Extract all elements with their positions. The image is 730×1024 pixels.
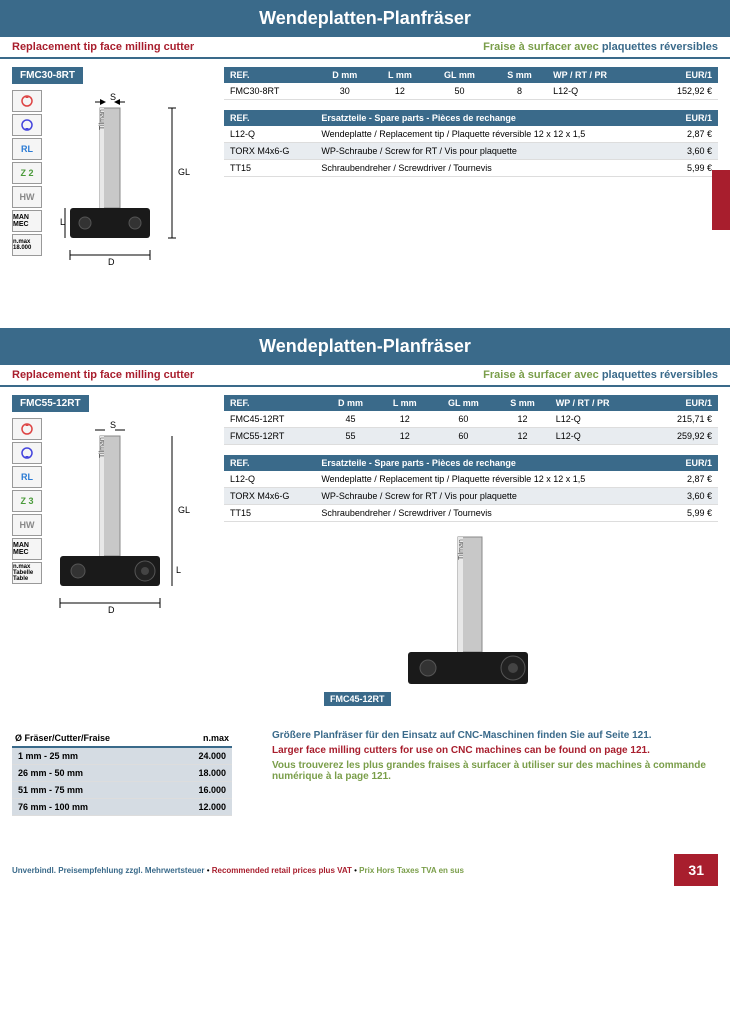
table-row: TORX M4x6-GWP-Schraube / Screw for RT / …	[224, 488, 718, 505]
table-row: L12-QWendeplatte / Replacement tip / Pla…	[224, 471, 718, 488]
table-row: TT15Schraubendreher / Screwdriver / Tour…	[224, 505, 718, 522]
tool-diagram-2: S Tilman GL L D	[50, 418, 190, 628]
table-row: FMC30-8RT3012508L12-Q152,92 €	[224, 83, 718, 100]
spec-rl: RL	[12, 138, 42, 160]
tool-diagram-1: S Tilman GL L D	[50, 90, 190, 280]
subtitle2-en: Replacement tip face milling cutter	[12, 369, 194, 381]
spec2-nmax: n.max Tabelle Table	[12, 562, 42, 584]
table-row: FMC55-12RT55126012L12-Q259,92 €	[224, 428, 718, 445]
spec-icons-1: RL Z 2 HW MAN MEC n.max 18.000	[12, 90, 42, 280]
page-number: 31	[674, 854, 718, 886]
svg-text:Tilman: Tilman	[99, 437, 106, 458]
note-en: Larger face milling cutters for use on C…	[272, 745, 718, 756]
rotation-icon-1	[12, 90, 42, 112]
svg-text:GL: GL	[178, 167, 190, 177]
notes: Größere Planfräser für den Einsatz auf C…	[272, 730, 718, 782]
table-row: TT15Schraubendreher / Screwdriver / Tour…	[224, 160, 718, 177]
section1-title: Wendeplatten-Planfräser	[0, 0, 730, 37]
rotation-icon-4	[12, 442, 42, 464]
spec2-hw: HW	[12, 514, 42, 536]
spare-table-2: REF. Ersatzteile - Spare parts - Pièces …	[224, 455, 718, 522]
spec-man: MAN MEC	[12, 210, 42, 232]
svg-text:L: L	[60, 217, 65, 227]
spec-nmax: n.max 18.000	[12, 234, 42, 256]
main-table-1: REF. D mm L mm GL mm S mm WP / RT / PR E…	[224, 67, 718, 100]
svg-text:GL: GL	[178, 505, 190, 515]
subtitle-en: Replacement tip face milling cutter	[12, 41, 194, 53]
product-badge: FMC30-8RT	[12, 67, 83, 84]
spec-z: Z 2	[12, 162, 42, 184]
svg-text:Tilman: Tilman	[458, 539, 465, 560]
svg-text:D: D	[108, 605, 115, 615]
subtitle-fr: Fraise à surfacer avec plaquettes révers…	[483, 41, 718, 53]
section2-subtitle: Replacement tip face milling cutter Frai…	[0, 365, 730, 387]
spec-icons-2: RL Z 3 HW MAN MEC n.max Tabelle Table	[12, 418, 42, 628]
side-tab	[712, 170, 730, 230]
section1-subtitle: Replacement tip face milling cutter Frai…	[0, 37, 730, 59]
subtitle2-fr: Fraise à surfacer avec plaquettes révers…	[483, 369, 718, 381]
spec2-z: Z 3	[12, 490, 42, 512]
table-row: L12-QWendeplatte / Replacement tip / Pla…	[224, 126, 718, 143]
rotation-icon-3	[12, 418, 42, 440]
svg-text:D: D	[108, 257, 115, 267]
section2-title: Wendeplatten-Planfräser	[0, 328, 730, 365]
svg-text:S: S	[110, 420, 116, 430]
rotation-icon-2	[12, 114, 42, 136]
note-de: Größere Planfräser für den Einsatz auf C…	[272, 730, 718, 741]
svg-text:L: L	[176, 565, 181, 575]
second-tool: FMC45-12RT Tilman	[324, 532, 718, 710]
nmax-table: Ø Fräser/Cutter/Fraise n.max 1 mm - 25 m…	[12, 730, 232, 816]
spec-hw: HW	[12, 186, 42, 208]
footer: Unverbindl. Preisempfehlung zzgl. Mehrwe…	[0, 848, 730, 892]
table-row: TORX M4x6-GWP-Schraube / Screw for RT / …	[224, 143, 718, 160]
table-row: FMC45-12RT45126012L12-Q215,71 €	[224, 411, 718, 428]
tool-diagram-3: Tilman	[393, 532, 553, 702]
table-row: 26 mm - 50 mm18.000	[12, 765, 232, 782]
spec2-man: MAN MEC	[12, 538, 42, 560]
spare-table-1: REF. Ersatzteile - Spare parts - Pièces …	[224, 110, 718, 177]
table-row: 76 mm - 100 mm12.000	[12, 799, 232, 816]
svg-text:S: S	[110, 92, 116, 102]
spec2-rl: RL	[12, 466, 42, 488]
product-badge-2: FMC55-12RT	[12, 395, 89, 412]
main-table-2: REF. D mm L mm GL mm S mm WP / RT / PR E…	[224, 395, 718, 445]
note-fr: Vous trouverez les plus grandes fraises …	[272, 760, 718, 782]
table-row: 1 mm - 25 mm24.000	[12, 747, 232, 765]
svg-text:Tilman: Tilman	[99, 109, 106, 130]
table-row: 51 mm - 75 mm16.000	[12, 782, 232, 799]
second-tool-badge: FMC45-12RT	[324, 692, 391, 706]
